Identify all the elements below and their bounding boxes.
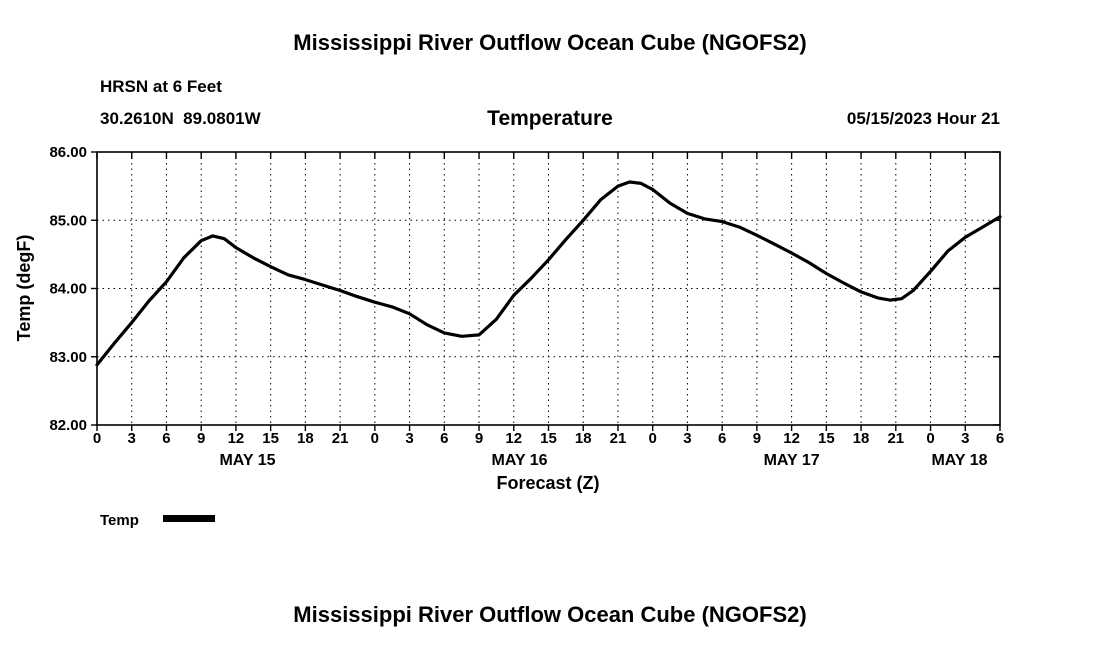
x-tick-label: 15 xyxy=(262,430,279,447)
plot-frame xyxy=(96,151,1001,426)
chart-title: Temperature xyxy=(487,107,613,130)
x-tick-label: 15 xyxy=(540,430,557,447)
x-tick-label: 0 xyxy=(371,430,379,447)
x-tick-label: 6 xyxy=(996,430,1004,447)
coordinates-label: 30.2610N 89.0801W xyxy=(100,109,262,128)
x-axis-title: Forecast (Z) xyxy=(496,473,599,493)
page-title: Mississippi River Outflow Ocean Cube (NG… xyxy=(293,30,806,55)
legend-line-swatch xyxy=(163,515,215,522)
x-tick-label: 21 xyxy=(610,430,627,447)
x-tick-label: 21 xyxy=(332,430,349,447)
day-label: MAY 15 xyxy=(219,452,275,469)
x-tick-label: 12 xyxy=(783,430,800,447)
y-tick-label: 85.00 xyxy=(49,212,87,229)
x-tick-label: 12 xyxy=(505,430,522,447)
x-tick-label: 15 xyxy=(818,430,835,447)
day-label: MAY 18 xyxy=(931,452,987,469)
x-tick-label: 12 xyxy=(228,430,245,447)
bottom-page-title: Mississippi River Outflow Ocean Cube (NG… xyxy=(293,602,806,627)
y-axis-title: Temp (degF) xyxy=(14,235,34,342)
temp-series-line xyxy=(95,180,1002,367)
day-label: MAY 16 xyxy=(492,452,548,469)
y-tick-label: 86.00 xyxy=(49,144,87,161)
x-tick-label: 6 xyxy=(718,430,726,447)
x-tick-label: 3 xyxy=(128,430,136,447)
x-tick-label: 6 xyxy=(440,430,448,447)
y-tick-label: 84.00 xyxy=(49,281,87,298)
x-tick-label: 3 xyxy=(961,430,969,447)
legend-label: Temp xyxy=(100,512,139,529)
x-tick-label: 18 xyxy=(297,430,314,447)
y-tick-label: 83.00 xyxy=(49,349,87,366)
day-labels: MAY 15 MAY 16 MAY 17 MAY 18 xyxy=(219,452,987,469)
x-tick-label: 9 xyxy=(197,430,205,447)
x-tick-label: 0 xyxy=(93,430,101,447)
temp-line xyxy=(95,180,1002,367)
x-tick-label: 3 xyxy=(405,430,413,447)
y-tick-labels: 82.00 83.00 84.00 85.00 86.00 xyxy=(49,144,87,434)
x-tick-label: 18 xyxy=(853,430,870,447)
station-label: HRSN at 6 Feet xyxy=(100,77,222,96)
x-tick-labels: 0 3 6 9 12 15 18 21 0 3 6 9 12 15 18 21 0 3 6 9 12 15 18 21 0 3 6 xyxy=(93,430,1004,447)
x-tick-label: 9 xyxy=(753,430,761,447)
x-tick-label: 18 xyxy=(575,430,592,447)
y-tick-label: 82.00 xyxy=(49,417,87,434)
axis-ticks xyxy=(91,151,1001,431)
gridlines xyxy=(97,152,1000,425)
x-tick-label: 6 xyxy=(162,430,170,447)
datetime-label: 05/15/2023 Hour 21 xyxy=(847,109,1000,128)
x-tick-label: 21 xyxy=(887,430,904,447)
x-tick-label: 0 xyxy=(649,430,657,447)
x-tick-label: 3 xyxy=(683,430,691,447)
x-tick-label: 9 xyxy=(475,430,483,447)
day-label: MAY 17 xyxy=(764,452,820,469)
x-tick-label: 0 xyxy=(926,430,934,447)
